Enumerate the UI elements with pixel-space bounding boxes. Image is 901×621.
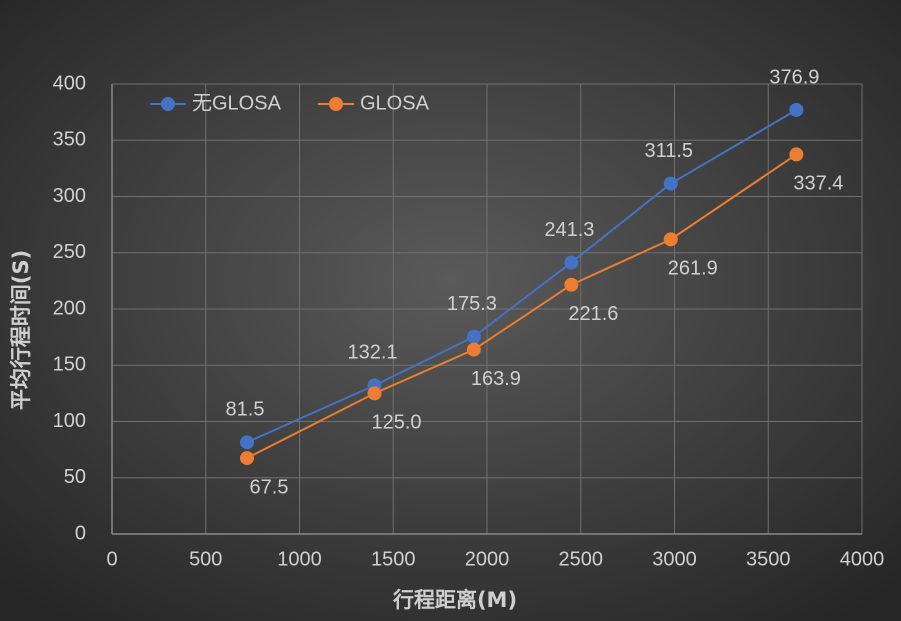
x-tick-label: 4000	[840, 548, 885, 570]
y-tick-label: 350	[53, 129, 86, 151]
data-label: 132.1	[347, 342, 397, 364]
point	[564, 277, 579, 292]
data-label: 81.5	[226, 399, 265, 421]
data-label: 241.3	[544, 219, 594, 241]
y-tick-label: 0	[75, 522, 86, 544]
data-label: 311.5	[644, 140, 693, 162]
data-label: 163.9	[471, 368, 521, 390]
y-tick-label: 100	[53, 410, 86, 432]
point	[240, 435, 254, 450]
data-label: 376.9	[769, 66, 819, 88]
y-tick-label: 200	[53, 297, 86, 319]
point	[663, 176, 678, 191]
x-tick-label: 2500	[559, 548, 604, 570]
y-tick-label: 250	[53, 241, 86, 263]
series-line	[246, 153, 797, 459]
point	[466, 342, 481, 357]
point	[789, 102, 804, 117]
point	[367, 386, 382, 401]
x-tick-label: 3500	[746, 548, 791, 570]
x-tick-label: 2000	[465, 548, 510, 570]
legend-label: GLOSA	[360, 92, 430, 114]
legend-marker	[161, 97, 175, 111]
data-label: 221.6	[568, 303, 618, 325]
point	[663, 232, 678, 247]
y-tick-label: 50	[64, 466, 86, 488]
data-label: 175.3	[447, 293, 497, 315]
x-axis-title: 行程距离(M)	[392, 588, 517, 612]
x-tick-label: 0	[106, 548, 117, 570]
y-tick-label: 150	[53, 354, 86, 376]
y-tick-label: 400	[53, 72, 86, 94]
legend-marker	[329, 97, 343, 111]
point	[466, 329, 481, 344]
x-tick-label: 1500	[371, 548, 416, 570]
data-label: 337.4	[793, 173, 843, 195]
series-line	[246, 109, 797, 444]
legend-label: 无GLOSA	[192, 92, 282, 114]
x-tick-label: 500	[189, 548, 222, 570]
y-axis-title: 平均行程时间(S)	[9, 250, 33, 410]
data-label: 261.9	[668, 258, 718, 280]
y-tick-label: 300	[53, 185, 86, 207]
point	[564, 255, 579, 270]
x-tick-label: 1000	[277, 548, 322, 570]
point	[240, 451, 254, 466]
x-tick-label: 3000	[652, 548, 697, 570]
point	[789, 147, 804, 162]
data-label: 67.5	[250, 476, 289, 498]
data-label: 125.0	[371, 412, 421, 434]
